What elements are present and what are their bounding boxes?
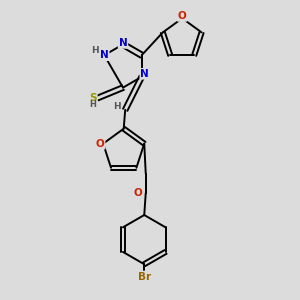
Text: O: O bbox=[178, 11, 187, 21]
Text: H: H bbox=[90, 100, 96, 109]
Text: N: N bbox=[118, 38, 127, 48]
Text: N: N bbox=[100, 50, 109, 60]
Text: S: S bbox=[89, 93, 97, 103]
Text: H: H bbox=[92, 46, 99, 55]
Text: Br: Br bbox=[138, 272, 151, 282]
Text: H: H bbox=[113, 102, 121, 111]
Text: O: O bbox=[96, 139, 104, 148]
Text: O: O bbox=[134, 188, 142, 198]
Text: N: N bbox=[140, 69, 149, 79]
